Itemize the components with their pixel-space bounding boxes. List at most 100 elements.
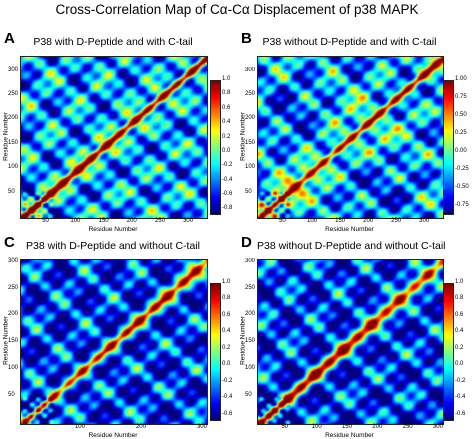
colorbar bbox=[443, 80, 454, 215]
heatmap-plot bbox=[20, 259, 208, 425]
colorbar-tick-label: -0.2 bbox=[222, 162, 233, 169]
y-tick-label: 300 bbox=[245, 257, 256, 264]
panel-title: P38 without D-Peptide and without C-tail bbox=[257, 240, 446, 252]
panel-title: P38 with D-Peptide and without C-tail bbox=[26, 240, 200, 252]
heatmap-panel-d: D P38 without D-Peptide and without C-tai… bbox=[237, 234, 474, 439]
figure-title: Cross-Correlation Map of Cα-Cα Displacem… bbox=[55, 2, 419, 17]
x-tick-label: 150 bbox=[335, 218, 346, 224]
y-tick-label: 150 bbox=[8, 139, 19, 146]
panel-letter: A bbox=[4, 30, 15, 47]
x-tick-label: 250 bbox=[154, 218, 165, 224]
colorbar-tick-label: -0.50 bbox=[455, 183, 469, 190]
heatmap-canvas bbox=[258, 260, 443, 424]
x-tick-label: 250 bbox=[391, 218, 402, 224]
panel-letter: D bbox=[241, 234, 252, 251]
heatmap-panel-b: B P38 without D-Peptide and with C-tail Re… bbox=[237, 30, 474, 233]
y-tick-label: 250 bbox=[8, 284, 19, 291]
colorbar-tick-label: 1.00 bbox=[455, 76, 467, 82]
heatmap-panel-a: A P38 with D-Peptide and with C-tail Resid… bbox=[0, 30, 237, 233]
x-axis-label: Residue Number bbox=[325, 432, 374, 439]
colorbar-tick-label: 0.6 bbox=[222, 104, 231, 111]
x-axis-label: Residue Number bbox=[88, 226, 138, 233]
y-tick-label: 150 bbox=[245, 139, 256, 146]
y-tick-label: 50 bbox=[8, 392, 15, 399]
colorbar-tick-label: 1.0 bbox=[455, 279, 464, 285]
y-tick-label: 100 bbox=[245, 365, 256, 372]
colorbar-tick-label: 0.4 bbox=[455, 328, 464, 335]
y-tick-label: 150 bbox=[245, 338, 256, 345]
x-tick-label: 150 bbox=[98, 218, 109, 224]
y-tick-label: 200 bbox=[245, 311, 256, 318]
y-tick-label: 50 bbox=[245, 188, 252, 195]
x-tick-label: 50 bbox=[279, 218, 286, 224]
colorbar-tick-label: 0.8 bbox=[222, 295, 231, 302]
x-tick-label: 150 bbox=[341, 424, 352, 430]
x-tick-label: 300 bbox=[196, 424, 207, 430]
colorbar bbox=[210, 283, 221, 421]
x-axis-label: Residue Number bbox=[88, 432, 138, 439]
heatmap-plot bbox=[257, 56, 444, 219]
colorbar-tick-label: 1.0 bbox=[222, 76, 231, 82]
x-tick-label: 300 bbox=[183, 218, 194, 224]
x-tick-label: 50 bbox=[281, 424, 288, 430]
y-tick-label: 150 bbox=[8, 338, 19, 345]
colorbar-tick-label: -0.75 bbox=[455, 201, 469, 208]
x-tick-label: 100 bbox=[70, 218, 81, 224]
colorbar-tick-label: -0.2 bbox=[455, 377, 466, 384]
panel-title: P38 with D-Peptide and with C-tail bbox=[33, 36, 193, 48]
x-tick-label: 300 bbox=[419, 218, 430, 224]
heatmap-canvas bbox=[258, 57, 443, 218]
colorbar-tick-label: -0.4 bbox=[455, 394, 466, 401]
x-tick-label: 200 bbox=[135, 424, 146, 430]
colorbar-tick-label: 0.8 bbox=[455, 295, 464, 302]
colorbar bbox=[210, 80, 221, 215]
colorbar-tick-label: 0.75 bbox=[455, 93, 467, 100]
y-tick-label: 200 bbox=[8, 115, 19, 122]
colorbar-tick-label: 0.0 bbox=[222, 361, 231, 368]
y-tick-label: 50 bbox=[245, 392, 252, 399]
x-tick-label: 300 bbox=[432, 424, 443, 430]
colorbar-tick-label: -0.2 bbox=[222, 377, 233, 384]
colorbar-tick-label: 0.4 bbox=[222, 328, 231, 335]
x-tick-label: 250 bbox=[402, 424, 413, 430]
colorbar-tick-label: 0.0 bbox=[455, 361, 464, 368]
colorbar-tick-label: 0.0 bbox=[222, 147, 231, 154]
colorbar-tick-label: -0.6 bbox=[222, 410, 233, 417]
x-tick-label: 200 bbox=[372, 424, 383, 430]
colorbar-tick-label: -0.8 bbox=[222, 205, 233, 212]
x-tick-label: 200 bbox=[363, 218, 374, 224]
colorbar-tick-label: 0.4 bbox=[222, 119, 231, 126]
panel-letter: C bbox=[4, 234, 15, 251]
panel-letter: B bbox=[241, 30, 252, 47]
y-tick-label: 100 bbox=[8, 164, 19, 171]
heatmap-plot bbox=[20, 56, 208, 219]
colorbar-tick-label: 0.8 bbox=[222, 90, 231, 97]
y-tick-label: 200 bbox=[8, 311, 19, 318]
panel-title: P38 without D-Peptide and with C-tail bbox=[262, 36, 437, 48]
colorbar-tick-label: -0.6 bbox=[222, 191, 233, 198]
x-tick-label: 50 bbox=[42, 218, 49, 224]
x-axis-label: Residue Number bbox=[325, 226, 374, 233]
colorbar-tick-label: 0.2 bbox=[455, 344, 464, 351]
y-tick-label: 300 bbox=[245, 66, 256, 73]
y-tick-label: 300 bbox=[8, 257, 19, 264]
colorbar-tick-label: 0.6 bbox=[455, 311, 464, 318]
heatmap-canvas bbox=[21, 57, 207, 218]
y-tick-label: 100 bbox=[245, 164, 256, 171]
x-tick-label: 100 bbox=[74, 424, 85, 430]
x-tick-label: 200 bbox=[126, 218, 137, 224]
y-tick-label: 300 bbox=[8, 66, 19, 73]
colorbar-tick-label: 0.25 bbox=[455, 129, 467, 136]
colorbar-tick-label: 0.6 bbox=[222, 311, 231, 318]
colorbar-tick-label: 0.2 bbox=[222, 344, 231, 351]
y-tick-label: 200 bbox=[245, 115, 256, 122]
colorbar-tick-label: 0.00 bbox=[455, 147, 467, 154]
y-tick-label: 250 bbox=[245, 284, 256, 291]
heatmap-plot bbox=[257, 259, 444, 425]
y-tick-label: 250 bbox=[8, 91, 19, 98]
heatmap-panel-c: C P38 with D-Peptide and without C-tail Re… bbox=[0, 234, 237, 439]
x-tick-label: 100 bbox=[311, 424, 322, 430]
x-tick-label: 100 bbox=[307, 218, 318, 224]
y-tick-label: 250 bbox=[245, 91, 256, 98]
colorbar bbox=[443, 283, 454, 421]
